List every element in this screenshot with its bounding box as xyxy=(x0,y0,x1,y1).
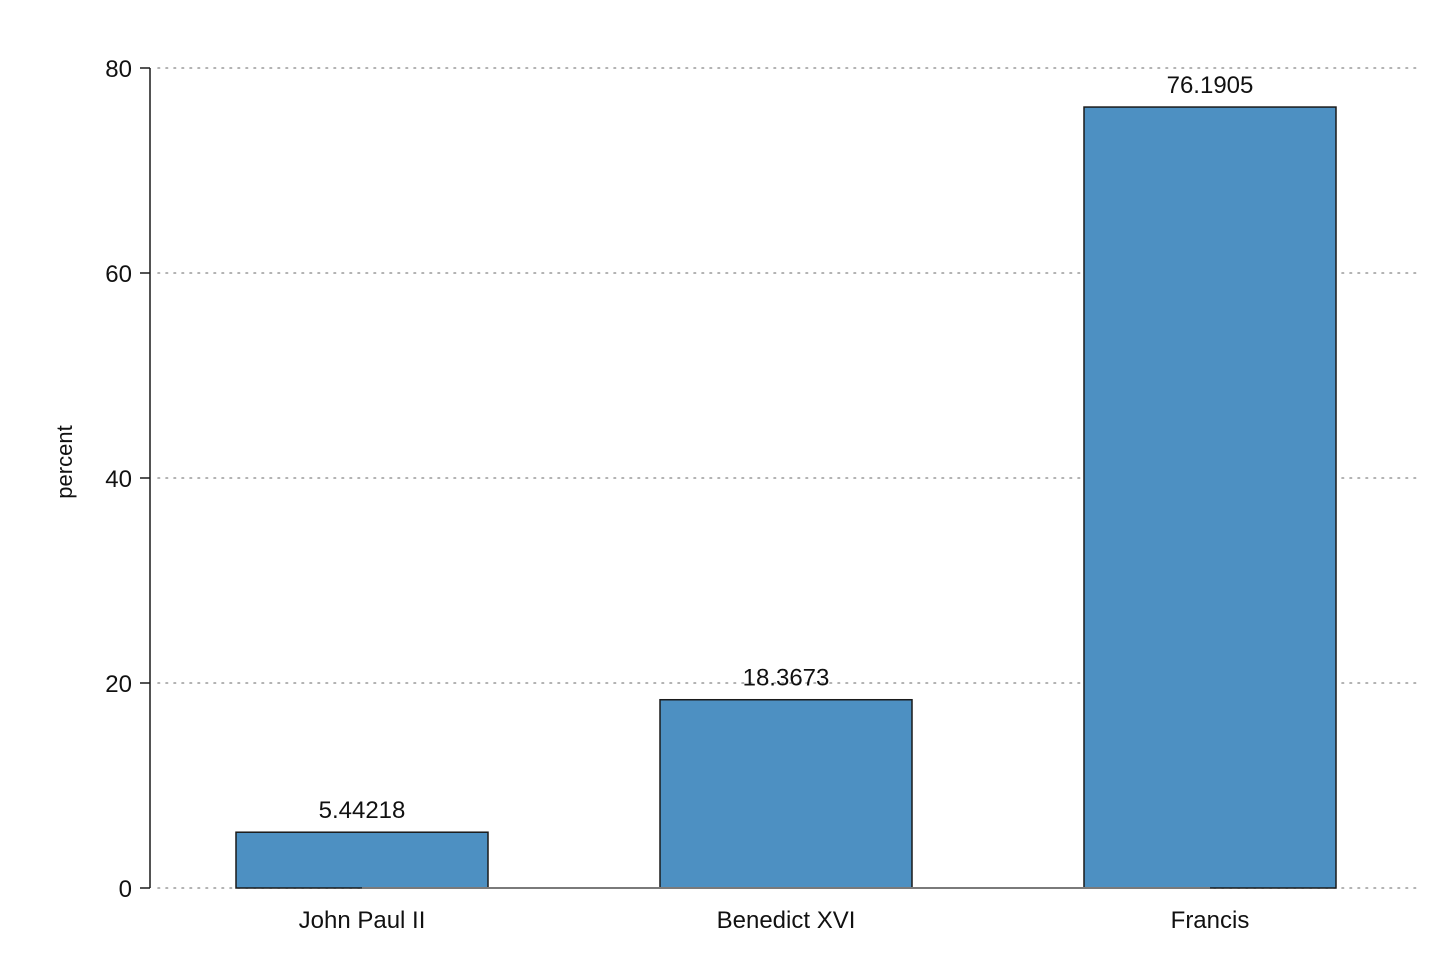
y-tick-label: 60 xyxy=(105,261,132,288)
bar xyxy=(659,698,913,889)
bar xyxy=(1083,106,1337,889)
bar-value-label: 5.44218 xyxy=(319,797,406,824)
y-tick-label: 0 xyxy=(119,876,132,903)
y-tick-label: 20 xyxy=(105,671,132,698)
bar-value-label: 18.3673 xyxy=(743,665,830,692)
bars xyxy=(235,106,1337,889)
y-axis xyxy=(140,67,151,889)
y-tick-label: 40 xyxy=(105,466,132,493)
labels: 0 20 40 60 80 5.44218 John Paul II 18.3673 Bened… xyxy=(105,56,1253,934)
y-axis-title: percent xyxy=(52,425,77,498)
bar xyxy=(235,831,489,889)
x-category-label: Benedict XVI xyxy=(717,907,856,934)
x-category-label: Francis xyxy=(1171,907,1250,934)
y-tick-label: 80 xyxy=(105,56,132,83)
x-category-label: John Paul II xyxy=(299,907,426,934)
bar-value-label: 76.1905 xyxy=(1167,72,1254,99)
